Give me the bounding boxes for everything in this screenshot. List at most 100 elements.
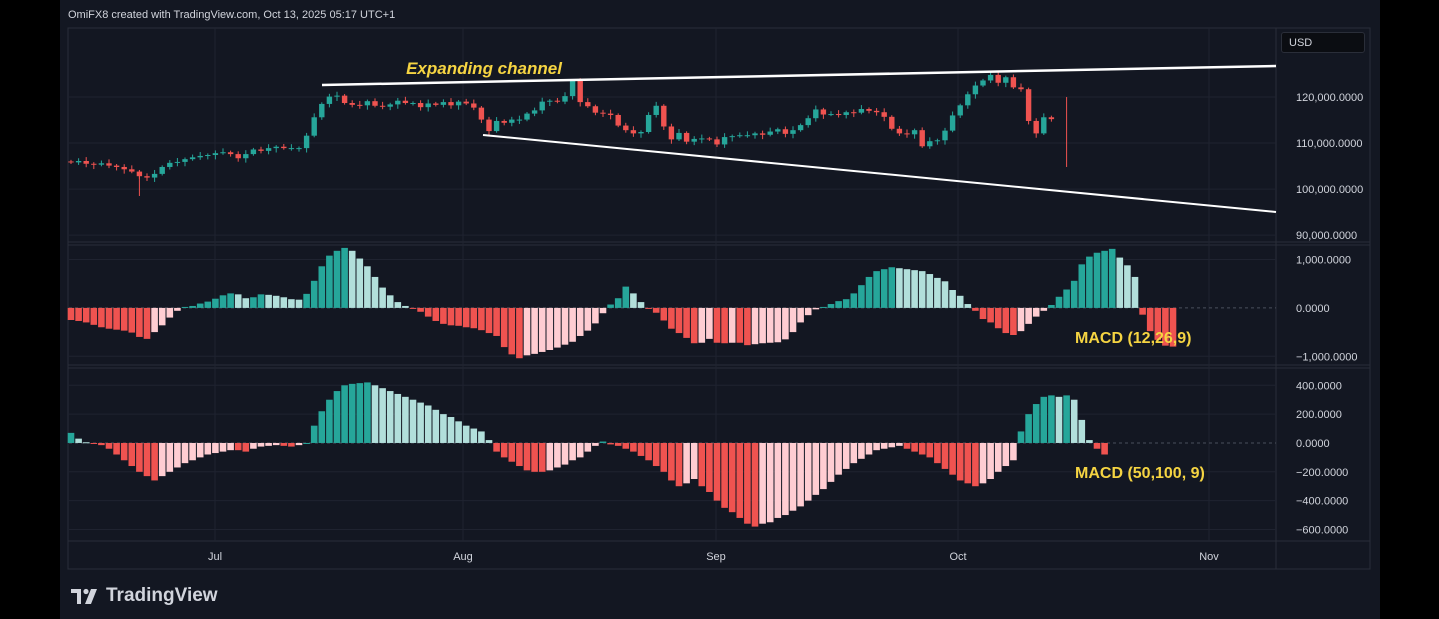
histogram-bar	[455, 421, 462, 443]
candle-body	[1003, 77, 1009, 83]
candle-body	[927, 141, 933, 147]
price-y-tick: 120,000.0000	[1296, 92, 1363, 104]
histogram-bar	[288, 299, 295, 308]
histogram-bar	[394, 393, 402, 443]
histogram-bar	[1017, 307, 1025, 332]
histogram-bar	[690, 307, 698, 344]
candle-body	[212, 153, 219, 156]
candle-body	[547, 100, 553, 102]
histogram-bar	[698, 307, 706, 343]
histogram-bar	[1093, 442, 1101, 449]
candle-body	[402, 100, 409, 104]
histogram-bar	[204, 301, 212, 308]
histogram-bar	[797, 442, 804, 507]
histogram-bar	[1010, 307, 1017, 335]
histogram-bar	[356, 258, 364, 308]
histogram-bar	[683, 442, 690, 484]
histogram-bar	[432, 409, 440, 443]
candle-body	[189, 157, 196, 160]
price-y-tick: 110,000.0000	[1296, 138, 1362, 150]
histogram-bar	[257, 294, 265, 308]
candle-body	[167, 162, 173, 167]
histogram-bar	[424, 405, 432, 443]
histogram-bar	[196, 303, 204, 308]
histogram-bar	[1017, 431, 1025, 443]
histogram-bar	[500, 442, 508, 458]
candle-body	[326, 96, 333, 104]
histogram-bar	[402, 305, 409, 308]
currency-selector[interactable]: USD	[1281, 32, 1365, 53]
histogram-bar	[987, 442, 994, 480]
histogram-bar	[417, 402, 424, 443]
candle-body	[949, 115, 956, 131]
candle-body	[129, 169, 135, 172]
histogram-bar	[272, 295, 280, 308]
histogram-bar	[972, 307, 979, 311]
histogram-bar	[736, 442, 744, 518]
candle-body	[866, 108, 872, 111]
histogram-bar	[599, 307, 607, 314]
histogram-bar	[1055, 396, 1063, 443]
histogram-bar	[105, 307, 113, 329]
chart-border	[67, 27, 1371, 570]
histogram-bar	[645, 442, 652, 461]
histogram-bar	[979, 307, 987, 320]
histogram-bar	[782, 307, 789, 340]
histogram-bar	[652, 307, 660, 313]
candle-body	[835, 114, 842, 116]
histogram-bar	[888, 442, 896, 448]
histogram-bar	[569, 307, 576, 342]
histogram-bar	[310, 280, 318, 308]
histogram-bar	[645, 307, 652, 309]
candle-body	[782, 129, 789, 134]
candle-body	[159, 166, 165, 174]
histogram-bar	[660, 307, 668, 321]
histogram-bar	[934, 277, 941, 308]
candle-body	[607, 113, 614, 115]
histogram-bar	[668, 307, 675, 329]
histogram-bar	[592, 307, 599, 324]
histogram-bar	[972, 442, 979, 487]
histogram-bar	[1146, 307, 1154, 332]
histogram-bar	[181, 442, 189, 464]
candle-body	[577, 80, 583, 103]
histogram-bar	[949, 442, 956, 475]
histogram-bar	[1032, 404, 1040, 443]
histogram-bar	[143, 307, 151, 339]
histogram-bar	[865, 276, 873, 308]
candle-body	[759, 133, 766, 135]
histogram-bar	[485, 307, 493, 334]
x-tick-Oct: Oct	[949, 551, 966, 563]
histogram-bar	[1078, 419, 1086, 443]
macd-y-tick: 1,000.0000	[1296, 255, 1351, 267]
histogram-bar	[151, 442, 158, 481]
macd-y-tick: 200.0000	[1296, 409, 1342, 421]
candle-body	[273, 146, 279, 149]
candle-body	[987, 74, 994, 81]
price-y-tick: 100,000.0000	[1296, 184, 1363, 196]
candle-body	[828, 114, 834, 116]
histogram-bar	[584, 307, 592, 331]
histogram-bar	[1124, 265, 1131, 308]
histogram-bar	[98, 442, 105, 446]
histogram-bar	[812, 442, 820, 495]
candle-body	[904, 133, 910, 135]
histogram-bar	[1040, 307, 1048, 311]
histogram-bar	[318, 266, 326, 308]
macd-y-tick: −400.0000	[1296, 496, 1348, 508]
histogram-bar	[402, 396, 409, 443]
histogram-bar	[386, 391, 394, 443]
macd-y-tick: −200.0000	[1296, 467, 1348, 479]
histogram-bar	[158, 442, 166, 477]
candle-body	[288, 148, 295, 150]
candle-body	[334, 95, 340, 97]
candle-body	[873, 110, 880, 113]
candle-body	[965, 94, 971, 106]
histogram-bar	[804, 307, 812, 316]
histogram-bar	[470, 428, 478, 443]
candle-body	[744, 135, 751, 137]
histogram-bar	[751, 442, 759, 527]
histogram-bar	[797, 307, 804, 323]
histogram-bar	[326, 255, 333, 308]
